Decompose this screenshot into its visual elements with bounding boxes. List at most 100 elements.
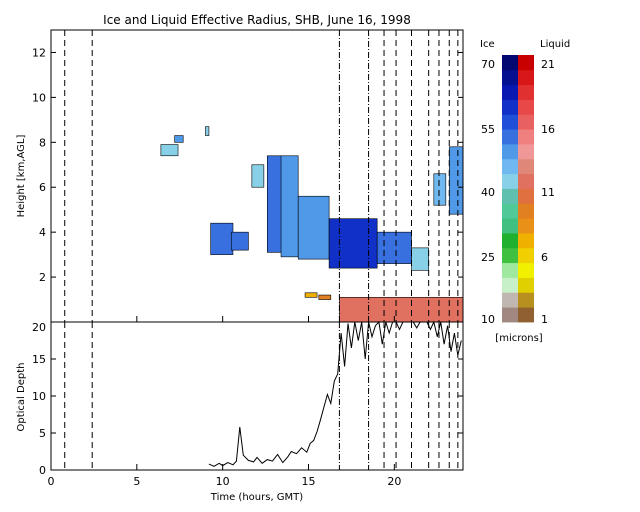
optical-depth-line <box>208 320 462 467</box>
liquid-color-cell <box>518 292 534 308</box>
liquid-color-cell <box>518 247 534 264</box>
ice-color-cell <box>502 158 518 175</box>
ice-cloud-region <box>376 231 412 264</box>
liquid-color-cell <box>518 114 534 130</box>
ice-cloud-region <box>160 144 179 157</box>
liquid-tick-label: 6 <box>541 251 548 264</box>
x-tick-label: 10 <box>216 475 230 488</box>
liquid-color-cell <box>518 277 534 293</box>
x-tick-label: 0 <box>48 475 55 488</box>
colorbar: Ice Liquid 70 55 40 25 10 21 16 11 6 1 [microns] <box>480 39 570 344</box>
y-tick-label: 12 <box>32 46 46 59</box>
liquid-cloud-region <box>318 294 332 300</box>
ice-color-cell <box>502 55 518 71</box>
colorbar-tick-labels: 70 55 40 25 10 21 16 11 6 1 <box>481 58 555 326</box>
ice-cloud-region <box>230 231 249 251</box>
liquid-color-cell <box>518 99 534 115</box>
liquid-color-cell <box>518 158 534 175</box>
liquid-tick-label: 21 <box>541 58 555 71</box>
ice-color-cell <box>502 307 518 323</box>
x-axis-label: Time (hours, GMT) <box>210 492 304 503</box>
ice-color-cell <box>502 233 518 249</box>
ice-color-cell <box>502 247 518 264</box>
liquid-color-cell <box>518 69 534 86</box>
y-tick-label: 6 <box>39 181 46 194</box>
y-tick-label: 8 <box>39 136 46 149</box>
ice-color-cell <box>502 218 518 234</box>
ice-cloud-region <box>280 155 299 258</box>
ice-color-cell <box>502 129 518 145</box>
ice-color-cell <box>502 114 518 130</box>
ice-color-cell <box>502 69 518 86</box>
ice-color-cell <box>502 188 518 204</box>
colorbar-liquid-label: Liquid <box>540 39 570 50</box>
ice-cloud-region <box>251 164 265 188</box>
y-tick-label: 5 <box>39 427 46 440</box>
ice-tick-label: 55 <box>481 123 495 136</box>
liquid-color-cell <box>518 144 534 160</box>
event-lines <box>64 30 459 322</box>
liquid-color-cell <box>518 84 534 100</box>
liquid-colorbar <box>518 55 534 323</box>
ice-color-cell <box>502 277 518 293</box>
top-y-axis-ticks: 2 4 6 8 10 12 <box>32 46 463 284</box>
colorbar-ice-label: Ice <box>480 39 495 50</box>
ice-color-cell <box>502 144 518 160</box>
ice-tick-label: 25 <box>481 251 495 264</box>
liquid-cloud-region <box>304 292 318 298</box>
ice-cloud-region <box>210 222 234 255</box>
ice-cloud-region <box>411 247 429 271</box>
x-tick-label: 20 <box>387 475 401 488</box>
colorbar-units: [microns] <box>495 333 542 344</box>
top-panel: 2 4 6 8 10 12 Height [km,AGL] <box>16 29 464 323</box>
liquid-cloud-region <box>339 296 464 323</box>
liquid-color-cell <box>518 173 534 189</box>
bottom-y-axis-label: Optical Depth <box>16 363 27 432</box>
liquid-color-cell <box>518 233 534 249</box>
y-tick-label: 10 <box>32 390 46 403</box>
ice-color-cell <box>502 262 518 278</box>
x-tick-label: 5 <box>133 475 140 488</box>
radius-regions <box>160 126 464 323</box>
liquid-color-cell <box>518 203 534 219</box>
y-tick-label: 20 <box>32 321 46 334</box>
liquid-color-cell <box>518 55 534 71</box>
ice-colorbar <box>502 55 518 323</box>
y-tick-label: 0 <box>39 464 46 477</box>
y-tick-label: 2 <box>39 271 46 284</box>
y-tick-label: 10 <box>32 91 46 104</box>
bottom-y-axis-ticks: 0 5 10 15 20 <box>32 321 463 477</box>
liquid-color-cell <box>518 129 534 145</box>
liquid-color-cell <box>518 188 534 204</box>
ice-tick-label: 70 <box>481 58 495 71</box>
top-y-axis-label: Height [km,AGL] <box>16 135 27 218</box>
x-axis-ticks: 0 5 10 15 20 <box>48 316 401 488</box>
ice-cloud-region <box>297 195 330 260</box>
x-tick-label: 15 <box>302 475 316 488</box>
liquid-tick-label: 1 <box>541 313 548 326</box>
ice-color-cell <box>502 99 518 115</box>
ice-tick-label: 10 <box>481 313 495 326</box>
y-tick-label: 15 <box>32 353 46 366</box>
liquid-tick-label: 16 <box>541 123 555 136</box>
ice-cloud-region <box>266 155 284 253</box>
ice-cloud-region <box>448 146 464 215</box>
bottom-panel: 0 5 10 15 20 0 5 10 15 20 Optical Depth Time (ho… <box>16 316 464 503</box>
ice-tick-label: 40 <box>481 186 495 199</box>
ice-cloud-region <box>328 218 378 269</box>
liquid-tick-label: 11 <box>541 186 555 199</box>
chart-title: Ice and Liquid Effective Radius, SHB, Ju… <box>103 13 411 27</box>
event-lines <box>64 322 459 470</box>
bottom-plot-frame <box>50 321 464 471</box>
ice-color-cell <box>502 203 518 219</box>
liquid-color-cell <box>518 262 534 278</box>
liquid-color-cell <box>518 218 534 234</box>
y-tick-label: 4 <box>39 226 46 239</box>
ice-cloud-region <box>205 126 210 136</box>
ice-color-cell <box>502 173 518 189</box>
ice-color-cell <box>502 292 518 308</box>
ice-cloud-region <box>174 135 184 143</box>
ice-cloud-region <box>433 173 447 206</box>
liquid-color-cell <box>518 307 534 323</box>
